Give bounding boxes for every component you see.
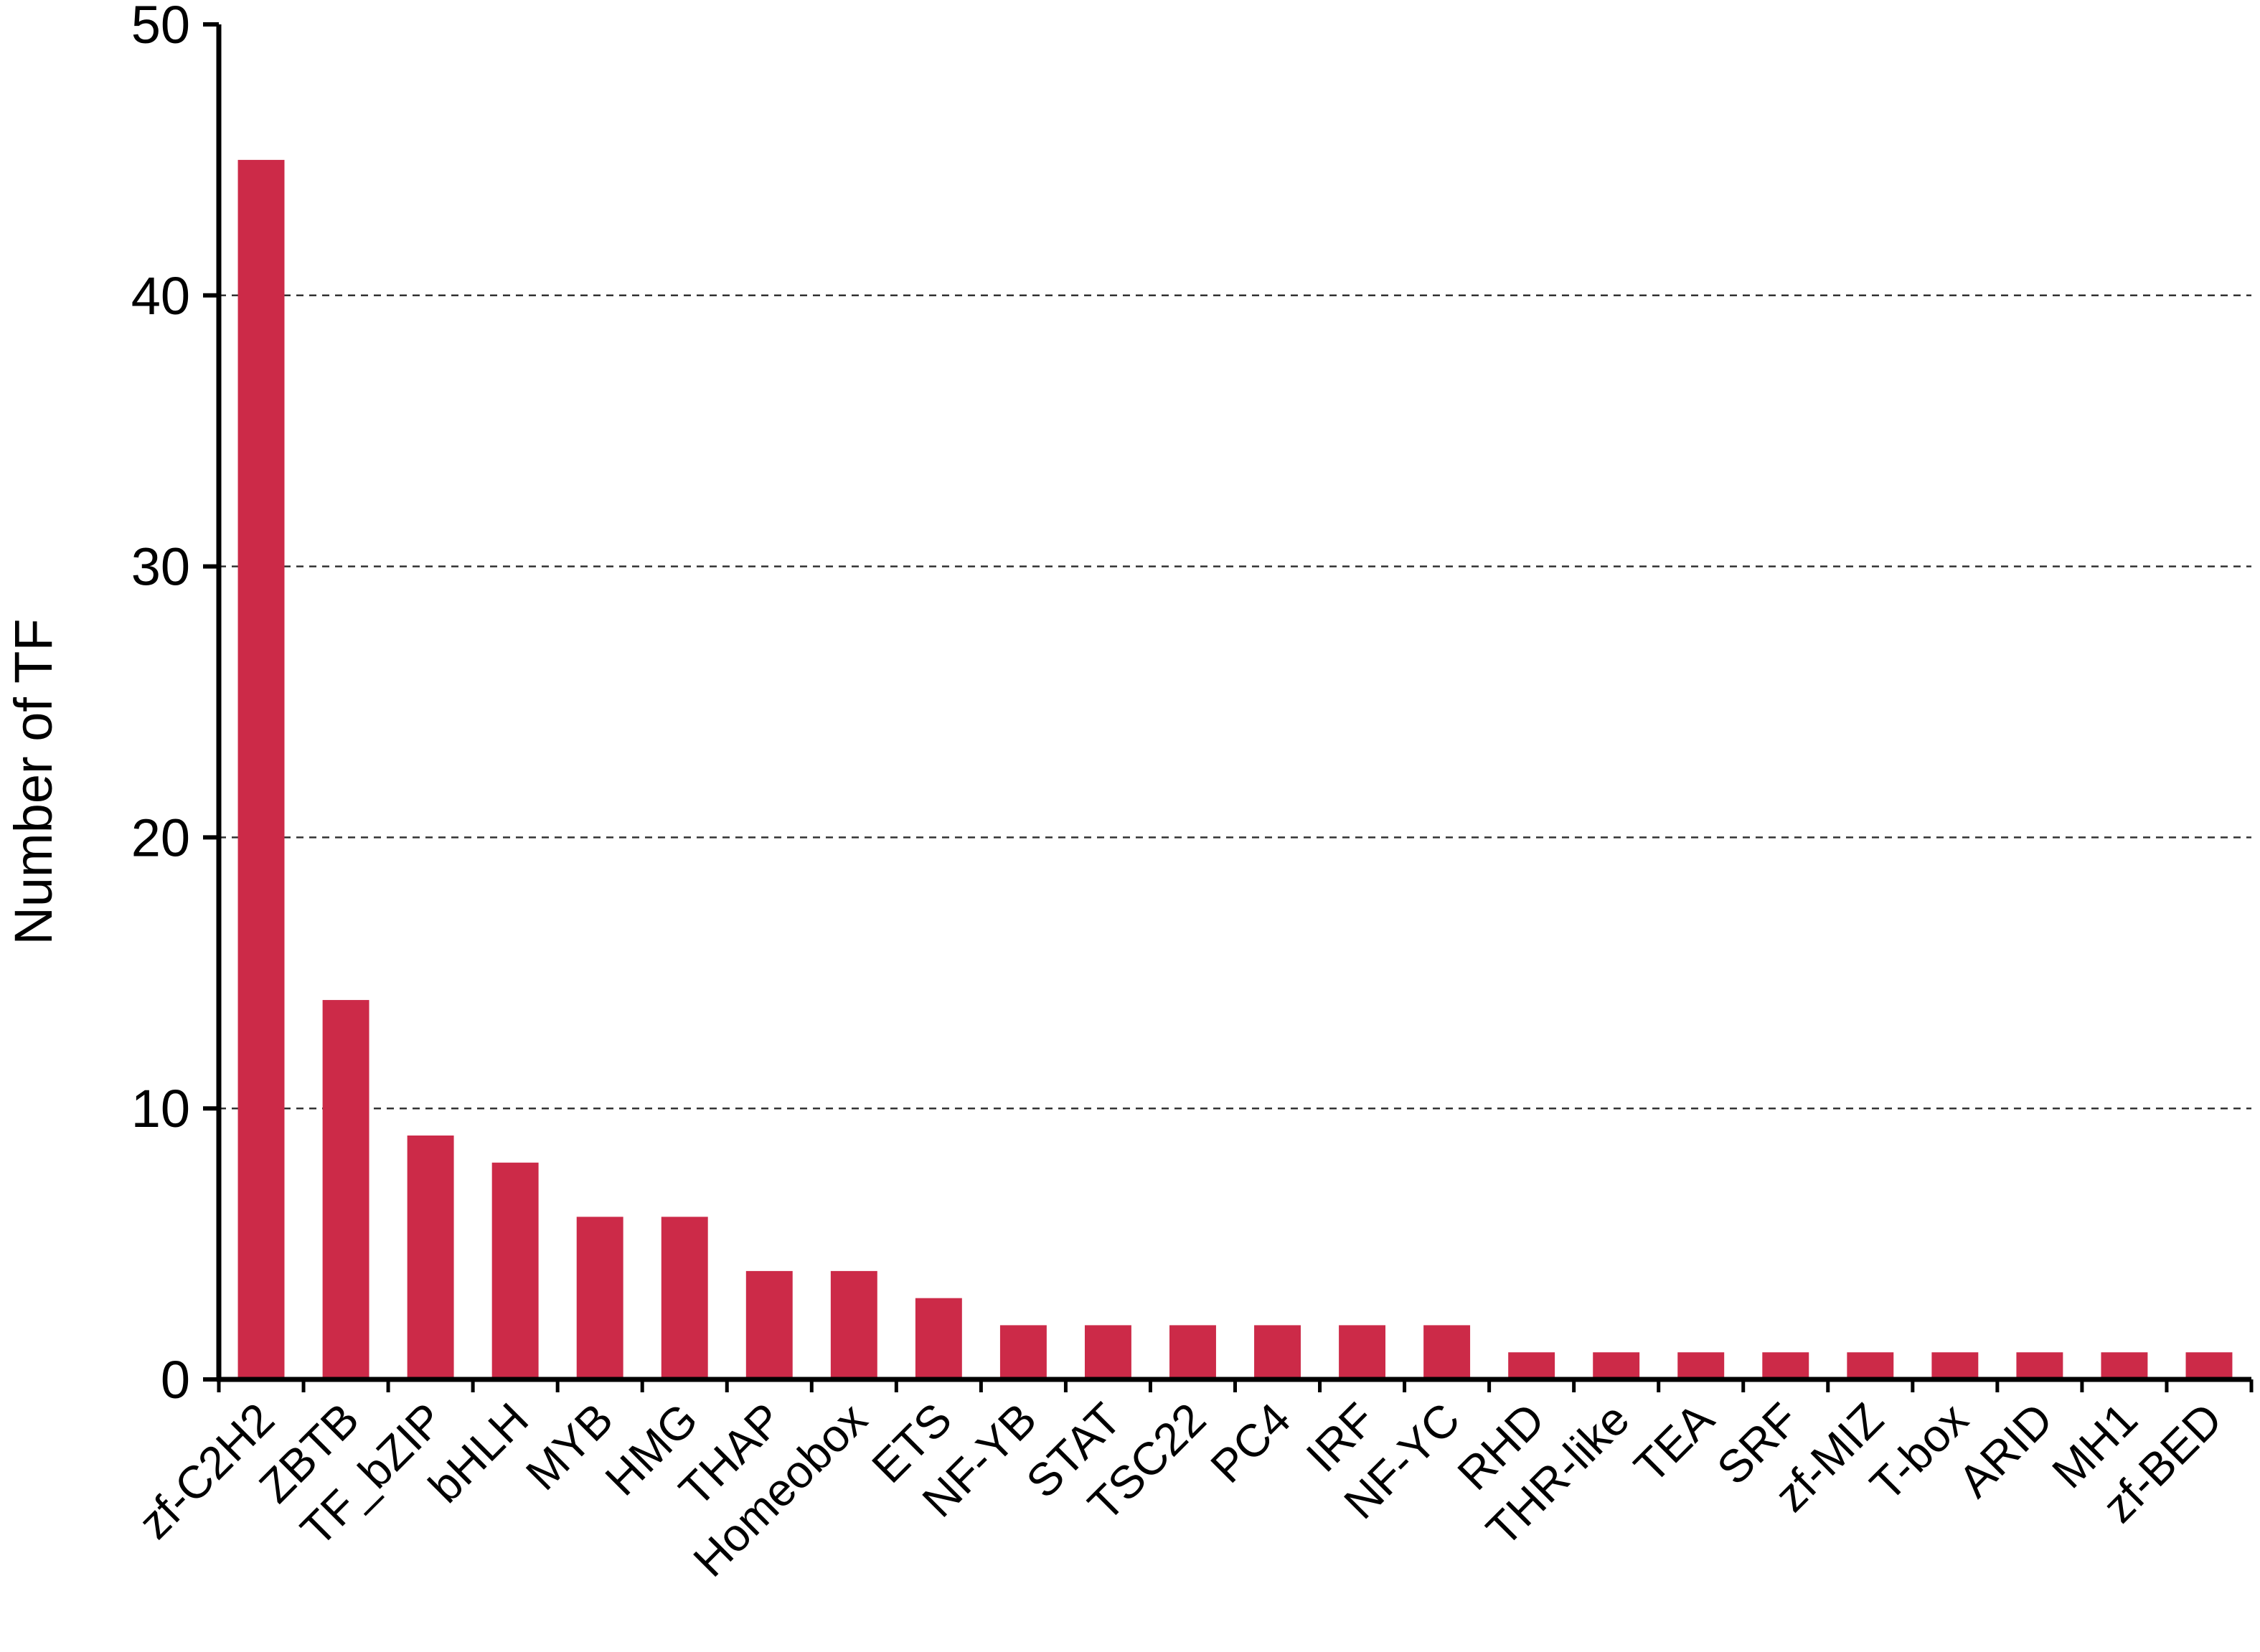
- bar: [2185, 1352, 2233, 1379]
- bar: [1339, 1325, 1386, 1379]
- x-tick-label: PC4: [1200, 1393, 1300, 1493]
- x-tick-label: MYB: [516, 1393, 623, 1500]
- bar: [830, 1270, 877, 1379]
- bar: [1423, 1325, 1471, 1379]
- bar: [1169, 1325, 1216, 1379]
- x-tick-label: ARID: [1949, 1393, 2063, 1507]
- y-axis-title: Number of TF: [4, 618, 63, 945]
- y-tick-label: 50: [131, 0, 190, 55]
- bar: [915, 1298, 962, 1379]
- y-tick-label: 40: [131, 266, 190, 326]
- bar: [237, 159, 285, 1379]
- bar: [2016, 1352, 2063, 1379]
- bar: [1931, 1352, 1979, 1379]
- bar: [661, 1217, 708, 1379]
- y-tick-label: 20: [131, 808, 190, 867]
- bar: [1508, 1352, 1555, 1379]
- x-tick-label: T-box: [1860, 1393, 1978, 1511]
- bar: [999, 1325, 1047, 1379]
- bar: [576, 1217, 623, 1379]
- bar: [1254, 1325, 1301, 1379]
- bar: [1677, 1352, 1725, 1379]
- bar: [1593, 1352, 1640, 1379]
- bar: [322, 1000, 369, 1379]
- x-tick-label: TEA: [1624, 1393, 1724, 1493]
- bar: [1762, 1352, 1809, 1379]
- bar: [1847, 1352, 1894, 1379]
- bar: [1084, 1325, 1131, 1379]
- bar: [491, 1162, 539, 1379]
- bar: [2101, 1352, 2148, 1379]
- y-tick-label: 30: [131, 537, 190, 597]
- x-tick-label: bHLH: [418, 1393, 538, 1513]
- bar: [745, 1270, 793, 1379]
- bar: [407, 1135, 454, 1379]
- y-tick-label: 0: [161, 1350, 190, 1410]
- y-tick-label: 10: [131, 1079, 190, 1138]
